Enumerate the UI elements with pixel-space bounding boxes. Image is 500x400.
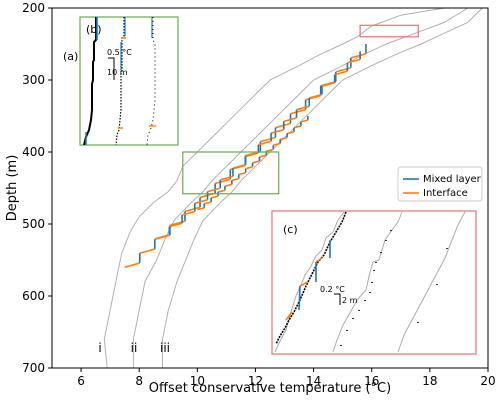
interface-i-1 xyxy=(335,66,352,73)
interface-i-6 xyxy=(260,136,276,143)
interface-iii-2 xyxy=(286,131,295,135)
interface-iii-1 xyxy=(293,125,302,129)
interface-iii-13 xyxy=(210,195,219,199)
interface-ii-3 xyxy=(309,93,323,99)
interface-iii-5 xyxy=(266,148,274,152)
interface-ii-13 xyxy=(181,210,196,216)
interface-iii-8 xyxy=(245,166,253,170)
inset-a-profile-2 xyxy=(115,17,125,146)
interface-i-14 xyxy=(139,248,156,255)
interface-iii-4 xyxy=(273,142,281,147)
interface-i-15 xyxy=(124,262,140,268)
interface-i-5 xyxy=(275,122,291,129)
profile-ii xyxy=(132,7,468,368)
interface-iii-3 xyxy=(279,136,288,141)
x-ticks: 6 8 10 12 14 16 18 20 xyxy=(77,368,496,388)
zoom-boxes xyxy=(182,24,419,195)
inset-a-scale-t: 0.5 °C xyxy=(107,48,132,57)
inset-a-scale-z: 10 m xyxy=(107,68,128,77)
interface-iii-6 xyxy=(259,154,267,158)
zoom-box-upper xyxy=(359,24,419,38)
inset-c-profile-1 xyxy=(274,211,345,353)
interface-ii-15 xyxy=(156,234,170,240)
y-ticks: 200 300 400 500 600 700 xyxy=(22,1,52,375)
inset-c-label: (c) xyxy=(283,223,298,236)
interface-iii-12 xyxy=(217,189,226,193)
interface-ii-10 xyxy=(220,175,234,181)
interface-iii-11 xyxy=(224,183,233,187)
inset-a-profile-2-blue xyxy=(120,17,126,70)
x-axis-label: Offset conservative temperature (°C) xyxy=(149,381,391,396)
profile-label-i: i xyxy=(98,341,101,355)
interface-iii-7 xyxy=(252,160,260,164)
inset-a-profile-3 xyxy=(146,17,156,146)
x-tick-label-10: 10 xyxy=(190,374,205,388)
x-tick-label-12: 12 xyxy=(248,374,263,388)
interface-ii-7 xyxy=(258,140,272,146)
inset-c-frame xyxy=(271,210,477,355)
profile-i xyxy=(103,7,445,369)
legend-label-interface: Interface xyxy=(423,188,468,199)
interface-ii-0 xyxy=(347,58,361,64)
inset-a-profile-1 xyxy=(83,17,97,146)
inset-c-scale-bar xyxy=(334,293,341,305)
inset-a-profile-1-blue xyxy=(85,17,98,145)
y-tick-label-200: 200 xyxy=(22,1,45,15)
interface-i-0 xyxy=(350,52,367,59)
interface-ii-5 xyxy=(283,117,297,123)
y-tick-label-500: 500 xyxy=(22,217,45,231)
inset-c-orange-1 xyxy=(285,257,323,321)
inset-c-profile-black xyxy=(275,211,347,345)
y-axis-label: Depth (m) xyxy=(5,155,20,222)
interface-iii-9 xyxy=(238,171,246,176)
interface-iii-10 xyxy=(231,177,239,182)
zoom-box-middle xyxy=(182,151,280,195)
interface-ii-6 xyxy=(270,128,285,134)
interface-ii-4 xyxy=(296,105,310,111)
inset-a-label: (a) xyxy=(63,50,78,63)
interface-i-9 xyxy=(214,178,231,185)
inset-a-frame xyxy=(79,16,179,146)
x-tick-label-8: 8 xyxy=(135,374,143,388)
inset-c-scale-t: 0.2 °C xyxy=(320,285,345,294)
inset-a: (b) (a) 0.5 °C 10 m xyxy=(63,16,179,146)
interface-iii-15 xyxy=(197,207,205,211)
y-tick-label-600: 600 xyxy=(22,289,45,303)
y-tick-label-400: 400 xyxy=(22,145,45,159)
interface-iii-0 xyxy=(300,119,308,123)
interface-i-11 xyxy=(184,206,201,213)
interface-ii-14 xyxy=(169,222,183,228)
interface-i-4 xyxy=(290,108,306,115)
inset-c-scale-z: 2 m xyxy=(342,296,358,305)
inset-c: (c) 0.2 °C 2 m xyxy=(271,210,477,355)
inset-a-profile-2-orange xyxy=(118,37,126,129)
plot-frame xyxy=(51,7,489,369)
inset-c-blue-1 xyxy=(298,240,331,311)
interface-ii-8 xyxy=(245,152,259,158)
interface-ii-12 xyxy=(194,199,208,205)
interface-ii-11 xyxy=(207,187,221,193)
inset-c-profile-2 xyxy=(332,211,403,353)
x-tick-label-18: 18 xyxy=(422,374,437,388)
inset-c-profile-3 xyxy=(397,211,466,353)
staircase-profiles xyxy=(124,44,367,268)
x-tick-label-16: 16 xyxy=(364,374,379,388)
interface-ii-9 xyxy=(232,163,246,169)
profile-label-iii: iii xyxy=(160,341,170,355)
inset-c-dots xyxy=(340,230,448,346)
x-tick-label-20: 20 xyxy=(480,374,495,388)
interface-ii-1 xyxy=(334,70,348,76)
inset-a-scale-bar xyxy=(108,57,115,80)
inset-a-panel-b: (b) xyxy=(86,23,102,36)
interface-ii-2 xyxy=(321,82,335,88)
y-tick-label-700: 700 xyxy=(22,361,45,375)
legend-label-mixed-layer: Mixed layer xyxy=(423,174,482,185)
profile-label-ii: ii xyxy=(131,341,138,355)
y-tick-label-300: 300 xyxy=(22,73,45,87)
interface-iii-14 xyxy=(204,201,212,205)
x-tick-label-6: 6 xyxy=(77,374,85,388)
legend: Mixed layer Interface xyxy=(397,166,483,202)
x-tick-label-14: 14 xyxy=(306,374,321,388)
